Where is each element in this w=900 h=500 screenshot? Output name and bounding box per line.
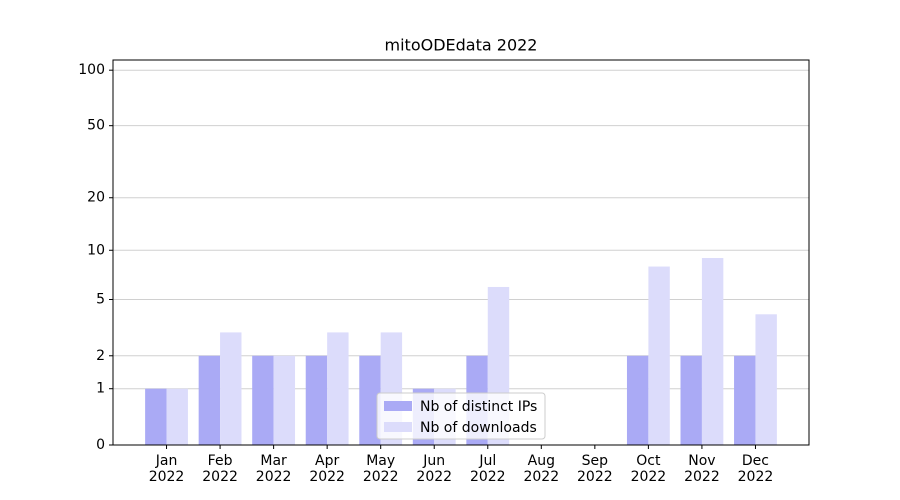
y-tick-label: 20 — [87, 190, 105, 206]
bar — [755, 314, 777, 445]
bar — [145, 388, 167, 445]
legend: Nb of distinct IPs Nb of downloads — [376, 392, 546, 440]
x-tick-label: 2022 — [738, 469, 774, 485]
x-tick-label: Nov — [688, 453, 715, 469]
x-tick-label: Jan — [155, 453, 178, 469]
bar — [626, 355, 649, 445]
bar — [273, 355, 296, 445]
x-tick-label: 2022 — [577, 469, 613, 485]
x-tick-label: Oct — [636, 453, 661, 469]
y-tick-label: 2 — [96, 348, 105, 364]
y-tick-label: 1 — [96, 381, 105, 397]
chart-title: mitoODEdata 2022 — [385, 36, 538, 55]
y-tick-label: 100 — [78, 62, 105, 78]
legend-label: Nb of distinct IPs — [420, 399, 537, 415]
x-tick-label: 2022 — [363, 469, 399, 485]
bar — [701, 257, 724, 445]
legend-swatch — [384, 422, 412, 432]
x-tick-label: Jun — [422, 453, 445, 469]
y-tick-label: 0 — [96, 437, 105, 453]
x-tick-label: 2022 — [470, 469, 506, 485]
axes-frame — [112, 59, 810, 446]
x-tick-label: Jul — [478, 453, 496, 469]
y-tick-label: 10 — [87, 242, 105, 258]
x-tick-label: 2022 — [202, 469, 238, 485]
bar — [166, 388, 188, 445]
x-tick-label: Dec — [742, 453, 769, 469]
bar — [198, 355, 221, 445]
x-tick-label: 2022 — [684, 469, 720, 485]
x-tick-label: Sep — [582, 453, 609, 469]
legend-swatch — [384, 401, 412, 411]
x-tick-label: 2022 — [523, 469, 559, 485]
x-tick-label: Feb — [208, 453, 233, 469]
x-tick-label: 2022 — [631, 469, 667, 485]
legend-box — [376, 392, 546, 440]
bar — [680, 355, 702, 445]
x-tick-label: Aug — [528, 453, 555, 469]
bar — [359, 355, 381, 445]
legend-label: Nb of downloads — [420, 420, 537, 436]
x-tick-label: 2022 — [309, 469, 345, 485]
bar — [305, 355, 328, 445]
y-tick-label: 50 — [87, 118, 105, 134]
x-tick-label: 2022 — [256, 469, 292, 485]
x-tick-label: 2022 — [416, 469, 452, 485]
x-tick-label: Apr — [315, 453, 339, 469]
bar — [327, 332, 349, 445]
bar — [220, 332, 242, 445]
x-tick-label: Mar — [260, 453, 287, 469]
labels: 0125102050100Jan2022Feb2022Mar2022Apr202… — [78, 62, 773, 485]
bar — [252, 355, 274, 445]
x-tick-label: May — [366, 453, 395, 469]
y-tick-label: 5 — [96, 291, 105, 307]
bar — [648, 266, 670, 445]
bar — [734, 355, 756, 445]
x-tick-label: 2022 — [149, 469, 185, 485]
